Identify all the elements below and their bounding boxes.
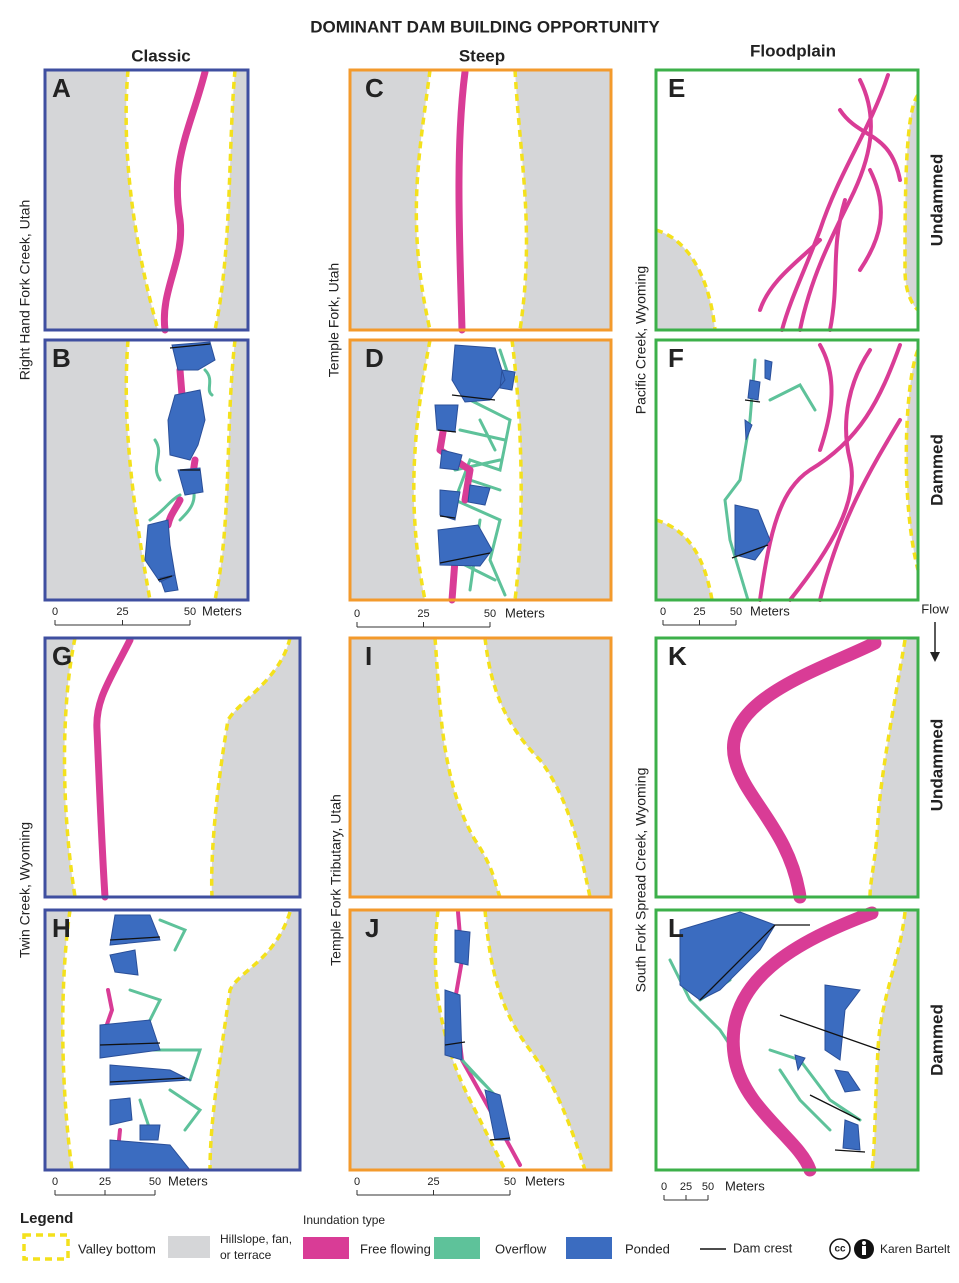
scale-label: 0 <box>52 606 58 618</box>
scale-unit: Meters <box>168 1173 208 1188</box>
condition-label: Undammed <box>927 154 946 247</box>
panel <box>654 338 920 602</box>
condition-label: Dammed <box>927 1004 946 1076</box>
flow-label: Flow <box>921 601 949 616</box>
panel-letter: B <box>52 343 71 373</box>
panel <box>43 908 302 1172</box>
scale-label: 0 <box>354 608 360 620</box>
panel <box>348 636 613 899</box>
panel-letter: D <box>365 343 384 373</box>
panel <box>348 68 613 334</box>
panel-letter: G <box>52 641 72 671</box>
scale-unit: Meters <box>525 1173 565 1188</box>
legend-label: or terrace <box>220 1248 272 1262</box>
panel <box>348 338 613 604</box>
panel-letter: C <box>365 73 384 103</box>
scale-label: 50 <box>702 1181 714 1193</box>
legend-label: Hillslope, fan, <box>220 1232 292 1246</box>
legend-swatch <box>434 1237 480 1259</box>
condition-label: Undammed <box>927 719 946 812</box>
site-label: South Fork Spread Creek, Wyoming <box>633 768 649 993</box>
scale-label: 50 <box>504 1176 516 1188</box>
legend-label: Dam crest <box>733 1240 793 1255</box>
site-label: Pacific Creek, Wyoming <box>633 266 649 414</box>
legend-title: Legend <box>20 1210 73 1227</box>
panel-letter: A <box>52 73 71 103</box>
scale-label: 0 <box>354 1176 360 1188</box>
scale-label: 25 <box>693 606 705 618</box>
scale-label: 25 <box>99 1176 111 1188</box>
scale-label: 25 <box>427 1176 439 1188</box>
site-label: Temple Fork, Utah <box>326 263 342 377</box>
scale-label: 25 <box>417 608 429 620</box>
scale-unit: Meters <box>505 605 545 620</box>
column-header: Floodplain <box>750 41 836 60</box>
panel <box>654 68 920 332</box>
license-icon: cc <box>829 1238 874 1260</box>
scale-unit: Meters <box>725 1178 765 1193</box>
legend-label: Free flowing <box>360 1241 431 1256</box>
scale-label: 25 <box>116 606 128 618</box>
site-label: Twin Creek, Wyoming <box>17 822 33 958</box>
panel-letter: H <box>52 913 71 943</box>
legend-swatch <box>566 1237 612 1259</box>
legend-swatch <box>22 1233 70 1261</box>
panel-letter: I <box>365 641 372 671</box>
condition-label: Dammed <box>927 434 946 506</box>
legend-swatch <box>303 1237 349 1259</box>
panel <box>348 908 613 1172</box>
scale-unit: Meters <box>750 603 790 618</box>
column-header: Steep <box>459 46 505 65</box>
scale-label: 50 <box>730 606 742 618</box>
license-text: cc <box>834 1244 846 1255</box>
legend-label: Overflow <box>495 1241 547 1256</box>
panel <box>43 338 250 602</box>
panel-letter: E <box>668 73 685 103</box>
site-label: Temple Fork Tributary, Utah <box>328 794 344 966</box>
legend-label: Valley bottom <box>78 1241 156 1256</box>
panel-letter: L <box>668 913 684 943</box>
scale-label: 25 <box>680 1181 692 1193</box>
legend-label: Ponded <box>625 1241 670 1256</box>
scale-label: 0 <box>661 1181 667 1193</box>
panel-letter: F <box>668 343 684 373</box>
legend-swatch <box>168 1236 210 1258</box>
panel <box>654 906 920 1177</box>
scale-unit: Meters <box>202 603 242 618</box>
scale-label: 0 <box>52 1176 58 1188</box>
scale-label: 50 <box>149 1176 161 1188</box>
scale-label: 50 <box>184 606 196 618</box>
scale-label: 50 <box>484 608 496 620</box>
site-label: Right Hand Fork Creek, Utah <box>17 200 33 381</box>
panel-letter: J <box>365 913 379 943</box>
title: DOMINANT DAM BUILDING OPPORTUNITY <box>310 17 660 36</box>
credit-author: Karen Bartelt <box>880 1242 951 1256</box>
flow-arrow <box>930 622 940 662</box>
panel-letter: K <box>668 641 687 671</box>
panel <box>43 68 250 334</box>
column-header: Classic <box>131 46 191 65</box>
scale-label: 0 <box>660 606 666 618</box>
panel <box>43 636 302 901</box>
panel <box>654 636 920 904</box>
legend-subtitle: Inundation type <box>303 1213 385 1227</box>
